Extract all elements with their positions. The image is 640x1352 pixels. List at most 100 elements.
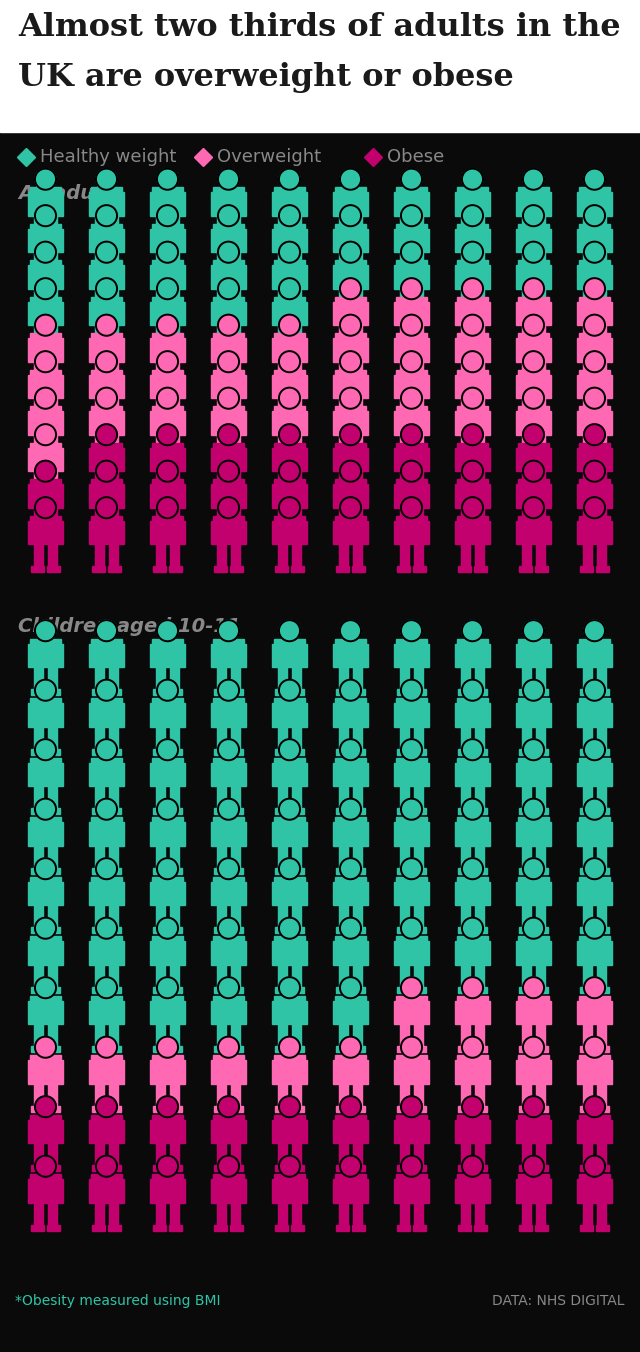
Bar (351, 868, 365, 873)
Bar (414, 469, 423, 495)
Bar (518, 188, 548, 199)
Bar (530, 329, 537, 338)
Bar (335, 443, 365, 454)
Bar (95, 1022, 104, 1048)
Bar (522, 784, 531, 810)
Bar (217, 307, 240, 324)
Bar (47, 1046, 60, 1052)
Bar (156, 887, 179, 904)
Circle shape (523, 680, 544, 700)
Bar (275, 261, 305, 272)
Bar (230, 1046, 243, 1052)
Bar (217, 1082, 226, 1107)
Bar (179, 265, 185, 288)
Bar (457, 480, 488, 491)
Bar (333, 448, 339, 470)
Bar (362, 228, 368, 251)
Bar (217, 1022, 226, 1048)
Bar (48, 360, 57, 385)
Bar (28, 301, 34, 324)
Bar (169, 530, 182, 535)
Bar (461, 234, 484, 251)
Bar (92, 690, 106, 695)
Bar (217, 887, 240, 904)
Bar (606, 411, 612, 434)
Circle shape (157, 315, 178, 335)
Bar (30, 1115, 61, 1126)
Bar (34, 725, 43, 750)
Bar (230, 868, 243, 873)
Bar (95, 542, 104, 568)
Circle shape (35, 859, 56, 879)
Bar (362, 375, 368, 397)
Bar (518, 480, 548, 491)
Circle shape (523, 859, 544, 879)
Bar (580, 384, 593, 389)
Bar (530, 219, 537, 228)
Bar (518, 1115, 548, 1126)
Bar (103, 753, 110, 763)
Bar (408, 475, 415, 484)
Bar (461, 197, 484, 215)
Bar (213, 516, 244, 527)
Bar (400, 433, 409, 458)
Bar (597, 784, 606, 810)
Bar (272, 448, 278, 470)
Bar (42, 219, 49, 228)
Bar (474, 1165, 486, 1171)
Bar (394, 484, 400, 507)
Bar (57, 338, 63, 361)
Bar (413, 1106, 426, 1111)
Bar (47, 1225, 60, 1230)
Bar (414, 542, 423, 568)
Bar (150, 644, 156, 667)
Bar (484, 703, 490, 726)
Bar (156, 396, 165, 422)
Bar (213, 334, 244, 345)
Bar (591, 438, 598, 448)
Bar (583, 1201, 592, 1226)
Bar (57, 521, 63, 544)
Bar (423, 301, 429, 324)
Bar (154, 690, 166, 695)
Bar (408, 256, 415, 265)
Bar (362, 1119, 368, 1142)
Bar (240, 192, 246, 215)
Bar (286, 219, 293, 228)
Circle shape (157, 621, 178, 641)
Bar (475, 1201, 484, 1226)
Bar (536, 214, 545, 239)
Bar (455, 192, 461, 215)
Bar (583, 380, 606, 397)
Bar (30, 188, 61, 199)
Circle shape (401, 352, 422, 372)
Bar (455, 1179, 461, 1202)
Bar (217, 453, 240, 470)
Bar (156, 665, 165, 691)
Bar (213, 297, 244, 308)
Bar (89, 822, 95, 845)
Bar (278, 214, 287, 239)
Bar (89, 301, 95, 324)
Bar (461, 1125, 484, 1142)
Bar (47, 808, 60, 814)
Bar (95, 708, 118, 726)
Bar (28, 265, 34, 288)
Bar (92, 927, 106, 933)
Circle shape (96, 621, 117, 641)
Bar (545, 822, 551, 845)
Bar (278, 287, 287, 312)
Circle shape (462, 1096, 483, 1117)
Bar (225, 219, 232, 228)
Bar (522, 416, 545, 434)
Bar (291, 457, 303, 462)
Bar (214, 347, 227, 353)
Bar (474, 566, 486, 572)
Bar (597, 725, 606, 750)
Bar (423, 1119, 429, 1142)
Bar (156, 827, 179, 845)
Bar (103, 872, 110, 882)
Bar (292, 1082, 301, 1107)
Bar (577, 521, 583, 544)
Bar (103, 1110, 110, 1119)
